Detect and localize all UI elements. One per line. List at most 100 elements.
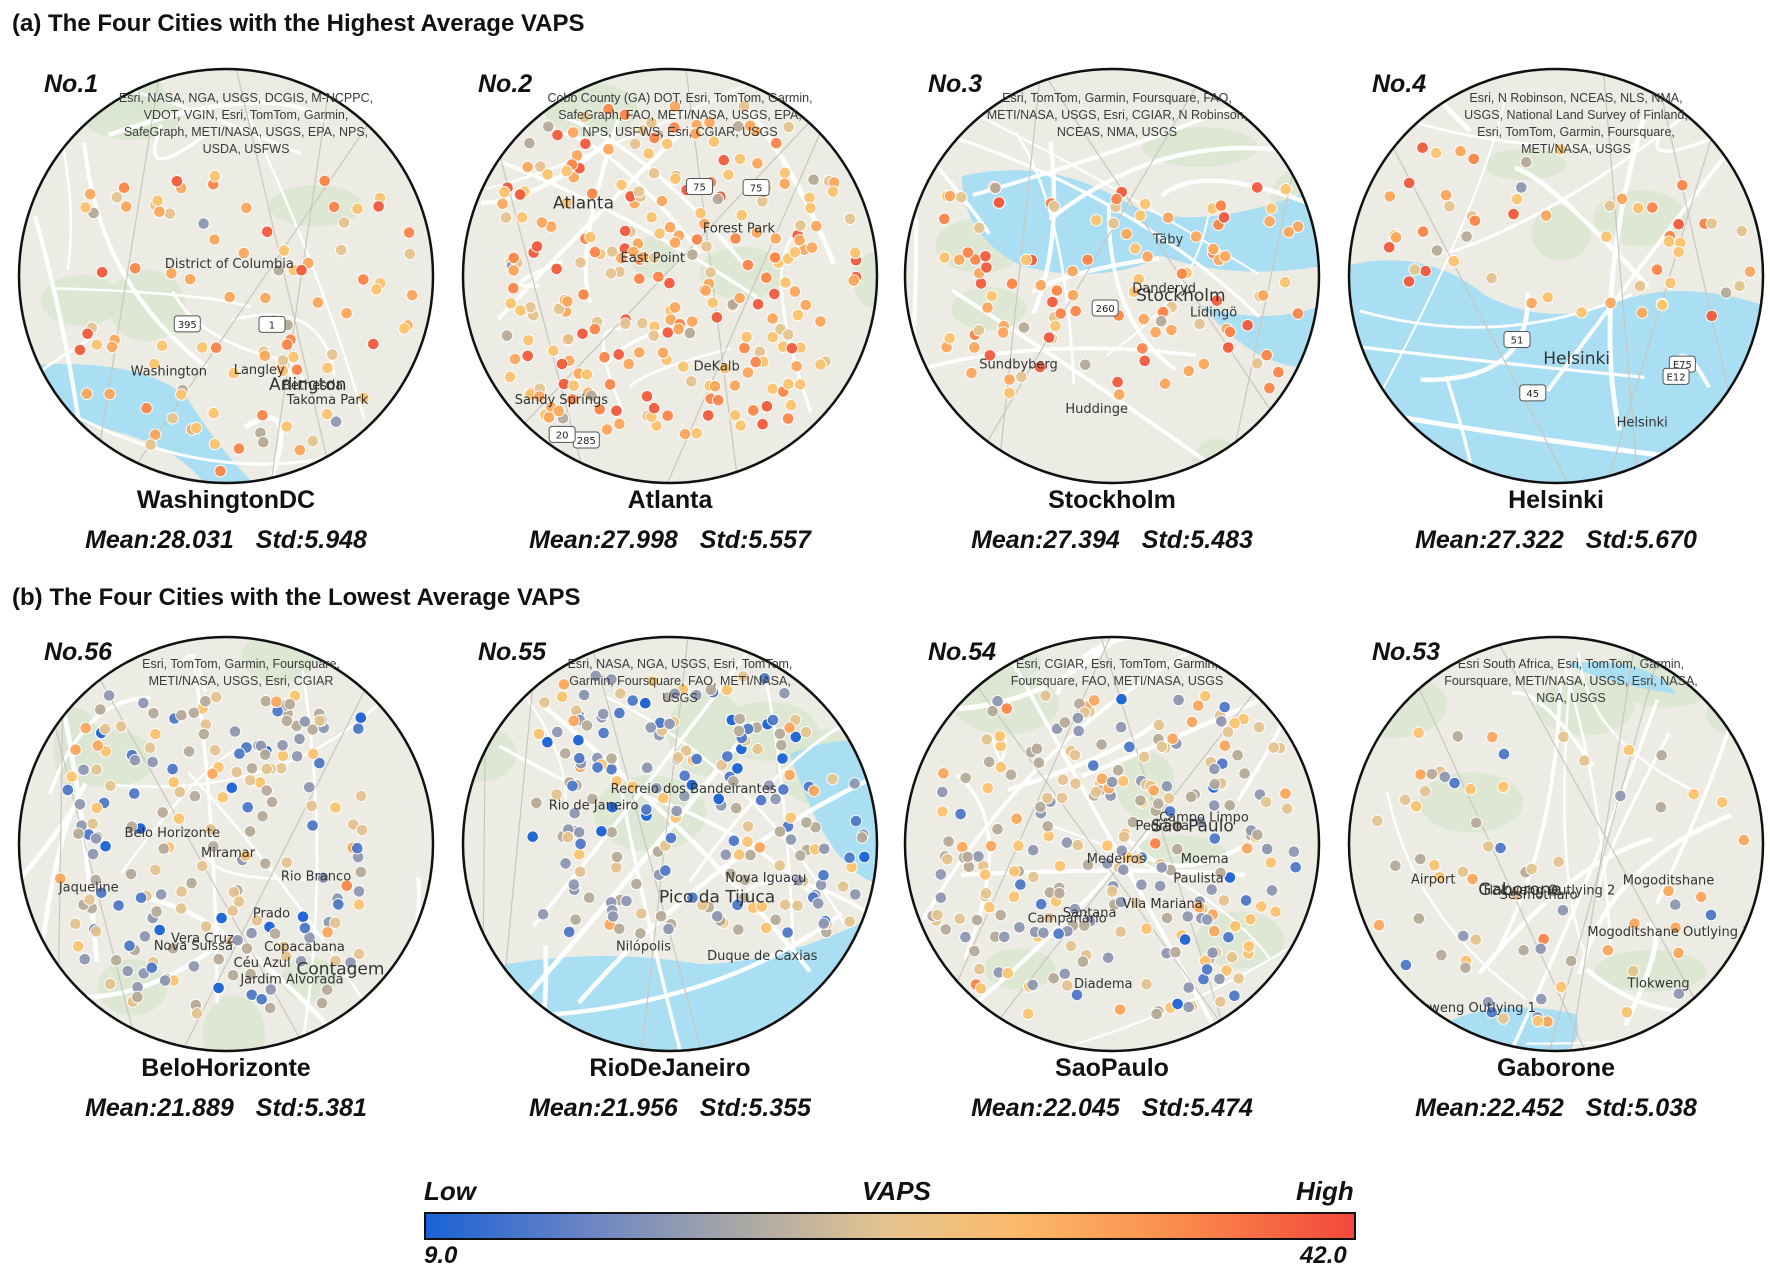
vaps-sample-point bbox=[849, 888, 862, 901]
vaps-sample-point bbox=[1669, 921, 1682, 935]
road bbox=[246, 114, 366, 420]
vaps-sample-point bbox=[610, 404, 623, 418]
vaps-sample-point bbox=[728, 408, 742, 422]
vaps-sample-point bbox=[521, 160, 534, 174]
place-label: Forest Park bbox=[703, 222, 776, 237]
vaps-sample-point bbox=[1214, 995, 1227, 1009]
vaps-sample-point bbox=[711, 393, 725, 407]
vaps-sample-point bbox=[953, 253, 966, 267]
vaps-sample-point bbox=[600, 423, 614, 436]
place-label: Airport bbox=[1411, 872, 1456, 887]
vaps-sample-point bbox=[1205, 883, 1219, 896]
vaps-sample-point bbox=[1438, 770, 1452, 784]
vaps-sample-point bbox=[1242, 940, 1256, 953]
vaps-sample-point bbox=[719, 848, 733, 861]
road bbox=[1362, 345, 1645, 379]
city-name: Atlanta bbox=[627, 486, 713, 514]
minor-road bbox=[588, 637, 703, 1051]
vaps-sample-point bbox=[1010, 812, 1023, 825]
vaps-sample-point bbox=[1163, 805, 1177, 818]
vaps-sample-point bbox=[981, 301, 994, 314]
vaps-sample-point bbox=[306, 723, 319, 736]
vaps-sample-point bbox=[1221, 341, 1235, 354]
vaps-sample-point bbox=[656, 346, 670, 360]
place-label: District of Columbia bbox=[165, 257, 294, 272]
vaps-sample-point bbox=[668, 301, 682, 314]
vaps-sample-point bbox=[496, 197, 509, 211]
city-map[interactable]: Gaborone Mogoditshane Tlokweng Tlokweng Out… bbox=[1346, 634, 1766, 1054]
vaps-sample-point bbox=[187, 960, 201, 973]
vaps-sample-point bbox=[1154, 314, 1168, 328]
vaps-sample-point bbox=[1218, 250, 1232, 263]
vaps-sample-point bbox=[1170, 842, 1184, 856]
vaps-sample-point bbox=[1012, 839, 1025, 852]
city-map[interactable]: Contagem Belo Horizonte Jaqueline Rio Branc… bbox=[16, 634, 436, 1054]
vaps-sample-point bbox=[843, 851, 856, 864]
vaps-sample-point bbox=[112, 899, 125, 912]
vaps-sample-point bbox=[1263, 215, 1276, 228]
vaps-sample-point bbox=[1111, 764, 1125, 777]
vaps-sample-point bbox=[1210, 294, 1224, 307]
vaps-sample-point bbox=[718, 361, 732, 375]
city-map[interactable]: Arlington Washington District of Columbia B… bbox=[16, 66, 436, 486]
vaps-sample-point bbox=[781, 926, 794, 939]
vaps-sample-point bbox=[1414, 768, 1427, 781]
vaps-sample-point bbox=[228, 725, 242, 738]
vaps-sample-point bbox=[984, 839, 998, 853]
vaps-sample-point bbox=[241, 801, 255, 814]
route-shield-label: 45 bbox=[1526, 389, 1539, 400]
city-map[interactable]: São Paulo Santana Paulista Vila Mariana Moem… bbox=[902, 634, 1322, 1054]
vaps-sample-point bbox=[1046, 295, 1059, 309]
vaps-sample-point bbox=[781, 412, 795, 425]
road bbox=[1623, 921, 1659, 1027]
city-map[interactable]: Atlanta Sandy Springs DeKalb Forest Park Eas… bbox=[460, 66, 880, 486]
vaps-sample-point bbox=[1169, 945, 1182, 959]
vaps-sample-point bbox=[1231, 748, 1244, 762]
vaps-sample-point bbox=[1497, 1012, 1510, 1025]
vaps-sample-point bbox=[790, 360, 803, 373]
route-shield-label: 75 bbox=[750, 184, 763, 195]
vaps-sample-point bbox=[1223, 799, 1237, 812]
vaps-sample-point bbox=[1672, 946, 1685, 960]
vaps-sample-point bbox=[561, 831, 575, 844]
vaps-sample-point bbox=[405, 288, 419, 302]
vaps-sample-point bbox=[620, 894, 633, 908]
map-border bbox=[1347, 635, 1765, 1053]
vaps-sample-point bbox=[1003, 373, 1016, 386]
vaps-sample-point bbox=[793, 234, 806, 247]
city-stats: Mean:28.031 Std:5.948 bbox=[16, 526, 436, 555]
vaps-sample-point bbox=[1015, 370, 1028, 384]
road bbox=[205, 854, 310, 881]
vaps-sample-point bbox=[351, 841, 364, 855]
map-basemap: São Paulo Santana Paulista Vila Mariana Moem… bbox=[905, 637, 1319, 1051]
vaps-sample-point bbox=[800, 816, 813, 829]
vaps-sample-point bbox=[671, 751, 685, 764]
vaps-sample-point bbox=[936, 805, 949, 818]
place-label: Arlington bbox=[269, 375, 346, 395]
city-map[interactable]: Pico da Tijuca Rio de Janeiro Duque de Cax… bbox=[460, 634, 880, 1054]
vaps-sample-point bbox=[626, 694, 639, 707]
vaps-sample-point bbox=[154, 888, 168, 901]
vaps-sample-point bbox=[633, 272, 646, 286]
vaps-sample-point bbox=[1049, 319, 1062, 333]
vaps-sample-point bbox=[264, 983, 278, 996]
vaps-sample-point bbox=[303, 781, 316, 794]
vaps-sample-point bbox=[733, 291, 747, 305]
vaps-sample-point bbox=[970, 913, 984, 927]
vaps-sample-point bbox=[1053, 886, 1066, 900]
vaps-sample-point bbox=[678, 789, 691, 803]
vaps-sample-point bbox=[1531, 1014, 1545, 1028]
vaps-sample-point bbox=[131, 990, 144, 1004]
vaps-sample-point bbox=[1208, 924, 1221, 938]
vaps-sample-point bbox=[81, 327, 94, 341]
vaps-sample-point bbox=[1272, 365, 1285, 379]
road bbox=[1031, 141, 1057, 315]
vaps-sample-point bbox=[613, 417, 626, 431]
place-label: Rio Branco bbox=[281, 869, 351, 884]
road bbox=[1607, 110, 1648, 431]
vaps-sample-point bbox=[1409, 799, 1423, 813]
vaps-sample-point bbox=[103, 387, 116, 401]
city-map[interactable]: Helsinki Helsinki E75 45 51 E12 bbox=[1346, 66, 1766, 486]
place-label: Tlokweng bbox=[1626, 977, 1689, 992]
